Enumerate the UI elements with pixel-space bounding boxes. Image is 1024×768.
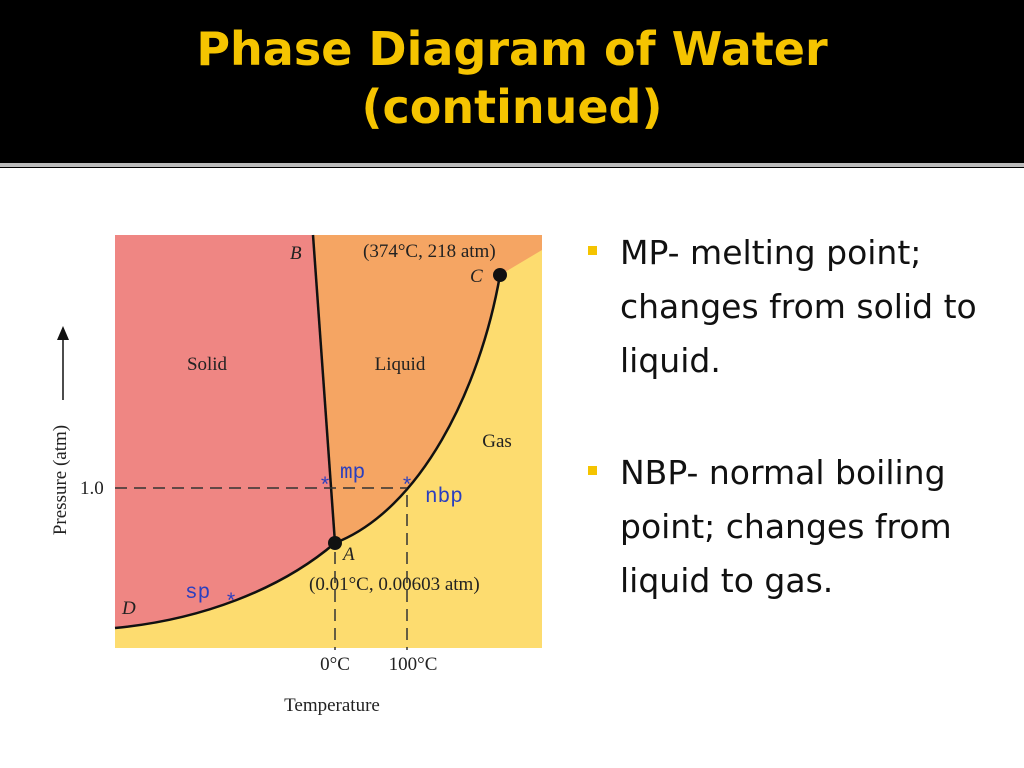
- header: Phase Diagram of Water (continued): [0, 0, 1024, 162]
- divider: [0, 163, 1024, 167]
- label: 100°C: [389, 654, 438, 675]
- phase-curve: [114, 274, 502, 630]
- star: *: [319, 476, 332, 499]
- bullet-marker: [588, 466, 597, 475]
- label: Temperature: [284, 695, 380, 716]
- triple-point: [328, 536, 342, 550]
- arrowhead: [57, 326, 69, 340]
- critical-point: [493, 268, 507, 282]
- bullet: MP- melting point; changes from solid to…: [620, 233, 977, 380]
- star: *: [225, 592, 238, 615]
- liquid-region: [313, 235, 542, 543]
- bullet-marker: [588, 246, 597, 255]
- solid-region: [115, 235, 335, 628]
- title-line: (continued): [361, 80, 663, 134]
- label: Solid: [187, 354, 228, 375]
- label: nbp: [425, 486, 463, 509]
- content: * * * B (374°C, 218 atm) C Solid Liquid …: [0, 168, 1024, 768]
- label: Gas: [482, 431, 512, 452]
- phase-diagram: * * * B (374°C, 218 atm) C Solid Liquid …: [50, 234, 542, 716]
- label: (0.01°C, 0.00603 atm): [309, 574, 480, 595]
- label: B: [290, 243, 302, 264]
- label: (374°C, 218 atm): [363, 241, 496, 262]
- title-line: Phase Diagram of Water: [196, 22, 828, 76]
- label: Liquid: [375, 354, 426, 375]
- label: C: [470, 266, 483, 287]
- label: 0°C: [320, 654, 350, 675]
- label: Pressure (atm): [50, 425, 71, 535]
- star: *: [401, 476, 414, 499]
- melting-line: [311, 234, 337, 544]
- label: mp: [340, 462, 365, 485]
- label: A: [341, 544, 355, 565]
- label: D: [121, 598, 136, 619]
- bullet: NBP- normal boiling point; changes from …: [620, 453, 952, 600]
- label: sp: [185, 582, 210, 605]
- label: 1.0: [80, 478, 104, 499]
